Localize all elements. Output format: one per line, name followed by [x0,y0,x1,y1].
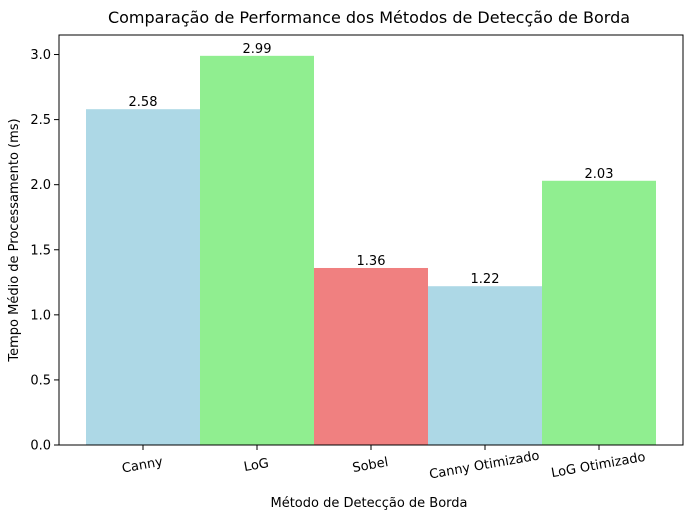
y-tick-label-3: 1.5 [30,243,51,258]
y-axis-label: Tempo Médio de Processamento (ms) [7,118,22,362]
x-tick-label-0: Canny [121,455,164,477]
x-axis: Canny LoG Sobel Canny Otimizado LoG Otimizad… [121,445,647,483]
y-axis: 0.0 0.5 1.0 1.5 2.0 2.5 3.0 [30,48,59,454]
y-tick-label-4: 2.0 [30,178,51,193]
value-label-4: 2.03 [585,167,614,182]
value-label-0: 2.58 [129,95,158,110]
plot-frame [58,34,684,446]
y-tick-label-0: 0.0 [30,439,51,454]
value-label-3: 1.22 [471,272,500,287]
bar-2 [314,267,428,445]
y-tick-label-2: 1.0 [30,308,51,323]
x-tick-label-2: Sobel [351,455,389,476]
x-axis-label: Método de Detecção de Borda [270,496,467,511]
bar-0 [86,109,200,445]
x-tick-label-3: Canny Otimizado [428,448,541,482]
y-tick-label-5: 2.5 [30,113,51,128]
value-label-2: 1.36 [357,254,386,269]
bars-group [86,55,656,445]
y-tick-label-6: 3.0 [30,48,51,63]
x-tick-label-4: LoG Otimizado [550,450,647,481]
value-labels-group: 2.58 2.99 1.36 1.22 2.03 [129,42,614,287]
chart-title: Comparação de Performance dos Métodos de… [108,8,630,27]
bar-3 [428,286,542,445]
bar-4 [542,180,656,445]
x-tick-label-1: LoG [243,456,270,475]
bar-1 [200,55,314,445]
value-label-1: 2.99 [243,42,272,57]
y-tick-label-1: 0.5 [30,373,51,388]
